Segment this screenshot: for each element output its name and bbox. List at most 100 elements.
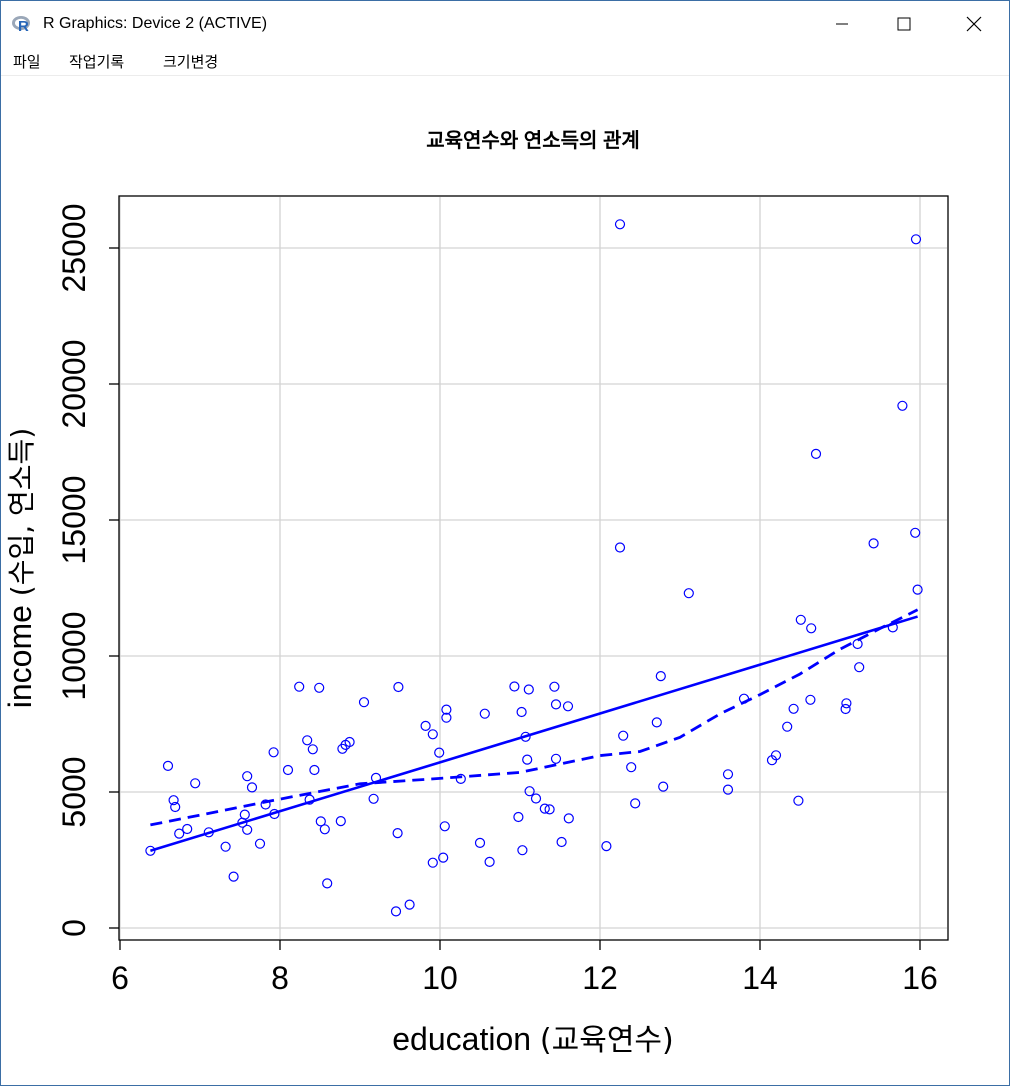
maximize-icon [897,17,911,31]
data-point [655,670,666,682]
data-point [404,899,415,910]
data-point [841,698,852,709]
data-point [910,234,922,245]
data-point [513,811,524,823]
data-point [840,703,851,715]
data-point [420,720,431,732]
data-point [390,906,402,917]
data-point [524,786,535,797]
data-point [427,857,438,868]
data-point [910,527,921,538]
data-point [246,782,258,793]
data-point [788,703,799,714]
data-point [509,681,520,692]
data-point [302,735,313,746]
data-point [319,824,330,835]
data-point [912,584,923,595]
data-point [455,773,466,785]
data-point [854,662,865,673]
data-point [304,794,315,805]
window-title: R Graphics: Device 2 (ACTIVE) [43,15,268,32]
data-point [868,538,879,549]
menu-file[interactable]: 파일 [13,53,41,71]
y-axis-label-main: income [2,605,38,708]
data-point [322,878,333,889]
maximize-button[interactable] [881,1,927,47]
x-tick-label: 10 [422,960,458,996]
data-point [182,823,193,835]
data-point [269,808,280,820]
data-point [614,219,626,230]
title-bar[interactable]: R R Graphics: Device 2 (ACTIVE) [1,1,1009,47]
data-point [770,750,782,761]
data-point [805,694,816,705]
menu-bar: 파일 작업기록 크기변경 [1,47,1009,76]
data-point [479,708,490,719]
data-point [520,731,531,742]
data-point [887,622,898,633]
data-point [370,772,382,784]
data-point [260,799,271,810]
data-point [254,838,266,849]
data-point [795,614,806,625]
data-point [242,771,253,782]
y-tick-label: 5000 [56,756,92,827]
data-point [294,681,305,692]
data-point [722,784,734,795]
data-point [549,681,560,692]
data-point [618,730,629,741]
data-point [782,721,793,732]
data-point [563,813,574,824]
data-point [162,760,174,772]
data-point [438,852,449,863]
x-tick-label: 14 [742,960,778,996]
data-point [393,681,404,693]
y-tick-label: 15000 [56,476,92,565]
close-button[interactable] [951,1,997,47]
data-point [523,684,534,695]
data-point [793,795,804,806]
data-point [434,747,445,758]
data-point [168,795,179,806]
y-axis: 0 5000 10000 15000 20000 25000 [56,204,119,937]
data-point [368,793,379,804]
data-point [658,781,669,792]
y-tick-label: 25000 [56,204,92,293]
data-point [203,827,214,838]
close-icon [966,16,982,32]
data-point [810,448,822,459]
y-tick-label: 0 [56,919,92,937]
data-point [651,717,662,728]
data-point [474,837,486,849]
regression-line [150,615,918,852]
menu-resize[interactable]: 크기변경 [163,53,219,71]
data-point [601,840,612,852]
data-point [738,693,750,704]
scatter-chart: 교육연수와 연소득의 관계 6 8 10 12 14 16 0 5000 10000 15000… [2,129,949,1058]
data-point [220,841,231,852]
data-point [309,764,320,776]
data-point [170,801,181,813]
data-point [516,706,527,718]
x-tick-label: 8 [271,960,289,996]
data-point [190,778,201,789]
data-point [550,699,562,710]
data-point [439,821,450,832]
data-point [550,753,562,764]
data-point [484,856,495,868]
menu-history[interactable]: 작업기록 [69,53,125,71]
y-axis-label-paren: (수입, 연소득) [5,428,38,596]
x-axis-label-main: education [392,1021,531,1057]
data-point [683,588,694,599]
data-point [145,845,156,856]
data-point [539,803,550,814]
data-point [344,736,355,748]
y-axis-label: income (수입, 연소득) [2,428,38,709]
data-point [441,704,452,715]
x-tick-label: 12 [582,960,618,996]
x-axis-label: education (교육연수) [392,1021,673,1058]
minimize-button[interactable] [819,1,865,47]
data-point [427,729,438,740]
data-point [626,762,637,773]
